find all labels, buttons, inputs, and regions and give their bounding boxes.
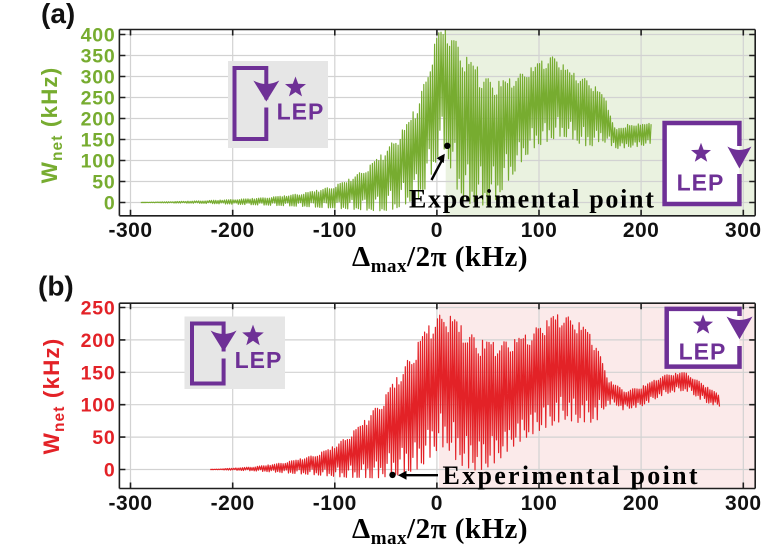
svg-text:400: 400 bbox=[81, 25, 116, 47]
svg-text:150: 150 bbox=[81, 130, 116, 152]
svg-text:200: 200 bbox=[623, 492, 660, 515]
svg-text:0: 0 bbox=[104, 460, 116, 482]
svg-text:LEP: LEP bbox=[235, 347, 283, 373]
svg-text:100: 100 bbox=[81, 151, 116, 173]
svg-text:100: 100 bbox=[521, 492, 558, 515]
svg-text:Experimental point: Experimental point bbox=[443, 461, 700, 490]
svg-text:Experimental point: Experimental point bbox=[409, 185, 656, 214]
svg-text:350: 350 bbox=[81, 46, 116, 68]
svg-text:300: 300 bbox=[81, 67, 116, 89]
svg-text:LEP: LEP bbox=[677, 170, 725, 196]
svg-text:100: 100 bbox=[521, 219, 558, 242]
svg-text:-300: -300 bbox=[108, 492, 152, 515]
svg-text:Wnet (kHz): Wnet (kHz) bbox=[37, 67, 66, 184]
svg-text:250: 250 bbox=[81, 298, 116, 320]
svg-text:-200: -200 bbox=[211, 492, 255, 515]
svg-text:0: 0 bbox=[431, 492, 443, 515]
svg-text:Wnet (kHz): Wnet (kHz) bbox=[39, 338, 68, 455]
svg-text:(a): (a) bbox=[41, 0, 75, 29]
svg-text:Δmax/2π (kHz): Δmax/2π (kHz) bbox=[352, 513, 528, 549]
svg-text:50: 50 bbox=[92, 427, 115, 449]
svg-text:200: 200 bbox=[623, 219, 660, 242]
svg-text:LEP: LEP bbox=[679, 339, 727, 365]
svg-text:250: 250 bbox=[81, 88, 116, 110]
svg-text:-100: -100 bbox=[313, 492, 357, 515]
svg-text:-300: -300 bbox=[108, 219, 152, 242]
svg-text:50: 50 bbox=[92, 172, 115, 194]
svg-text:-100: -100 bbox=[313, 219, 357, 242]
svg-text:200: 200 bbox=[81, 109, 116, 131]
svg-text:-200: -200 bbox=[211, 219, 255, 242]
svg-text:300: 300 bbox=[725, 492, 762, 515]
svg-text:(b): (b) bbox=[38, 271, 74, 302]
svg-text:LEP: LEP bbox=[277, 99, 325, 125]
svg-text:200: 200 bbox=[81, 330, 116, 352]
svg-text:300: 300 bbox=[725, 219, 762, 242]
svg-text:0: 0 bbox=[431, 219, 443, 242]
svg-text:150: 150 bbox=[81, 362, 116, 384]
svg-text:100: 100 bbox=[81, 395, 116, 417]
svg-text:0: 0 bbox=[104, 193, 116, 215]
svg-text:Δmax/2π (kHz): Δmax/2π (kHz) bbox=[352, 241, 528, 277]
